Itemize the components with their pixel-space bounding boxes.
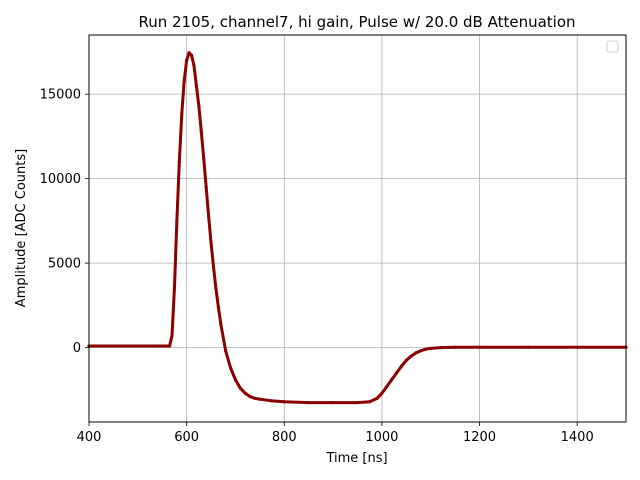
data-point xyxy=(209,241,213,245)
data-point xyxy=(414,351,418,355)
x-tick-label: 400 xyxy=(77,430,102,445)
data-point xyxy=(575,345,579,349)
data-point xyxy=(197,104,201,108)
data-point xyxy=(177,160,181,164)
data-point xyxy=(194,84,198,88)
data-point xyxy=(477,345,482,349)
data-point xyxy=(216,305,220,309)
plot-frame xyxy=(88,34,627,423)
series-trace xyxy=(87,51,628,405)
data-series xyxy=(87,51,628,405)
data-point xyxy=(204,185,208,189)
data-point xyxy=(172,286,177,291)
data-point xyxy=(404,358,408,362)
data-point xyxy=(380,391,384,395)
data-point xyxy=(185,58,189,62)
data-point xyxy=(199,129,203,133)
data-point xyxy=(228,366,233,370)
legend-box xyxy=(606,40,619,53)
x-tick-label: 1400 xyxy=(561,430,594,445)
grid xyxy=(88,35,626,422)
data-point xyxy=(170,334,174,338)
data-point xyxy=(214,286,218,291)
x-tick-label: 1000 xyxy=(365,430,398,445)
data-point xyxy=(219,322,223,326)
data-point xyxy=(270,399,274,403)
data-point xyxy=(394,371,399,375)
data-point xyxy=(409,354,413,358)
data-point xyxy=(189,53,194,57)
data-point xyxy=(182,79,186,83)
data-point xyxy=(224,349,228,353)
chart-title: Run 2105, channel7, hi gain, Pulse w/ 20… xyxy=(138,13,575,31)
data-point xyxy=(331,400,335,405)
data-point xyxy=(368,400,372,404)
data-point xyxy=(453,345,457,349)
x-tick-label: 1200 xyxy=(463,430,496,445)
y-tick-label: 15000 xyxy=(40,88,81,103)
data-point xyxy=(419,349,423,353)
data-point xyxy=(233,378,238,382)
data-point xyxy=(187,51,191,55)
y-axis-label: Amplitude [ADC Counts] xyxy=(14,149,29,307)
data-point xyxy=(211,264,216,269)
data-point xyxy=(258,397,262,401)
data-point xyxy=(202,156,206,160)
x-tick-label: 600 xyxy=(174,430,199,445)
data-point xyxy=(253,396,257,400)
data-point xyxy=(136,344,140,348)
data-point xyxy=(390,378,394,382)
data-point xyxy=(207,214,211,218)
y-tick-label: 5000 xyxy=(48,257,81,272)
data-point xyxy=(424,347,428,351)
data-point xyxy=(438,346,443,350)
x-tick-label: 800 xyxy=(272,430,297,445)
data-point xyxy=(375,396,379,400)
data-point xyxy=(192,63,196,68)
data-point xyxy=(248,395,252,399)
y-tick-label: 10000 xyxy=(40,172,81,187)
data-point xyxy=(526,345,530,349)
data-point xyxy=(180,112,184,117)
data-point xyxy=(243,391,247,395)
y-tick-label: 0 xyxy=(73,341,81,356)
data-point xyxy=(155,344,159,348)
x-axis-label: Time [ns] xyxy=(325,451,387,466)
axis-ticks: 400 600 800 1000 1200 1400 0 5000 10000 15000 xyxy=(40,88,594,445)
data-point xyxy=(111,344,116,348)
data-point xyxy=(399,364,404,368)
data-point xyxy=(238,386,242,390)
data-point xyxy=(175,219,179,223)
data-point xyxy=(429,346,433,350)
data-point xyxy=(385,384,389,389)
data-point xyxy=(307,400,311,405)
data-point xyxy=(282,400,286,404)
data-point xyxy=(167,344,172,348)
data-point xyxy=(355,400,360,405)
